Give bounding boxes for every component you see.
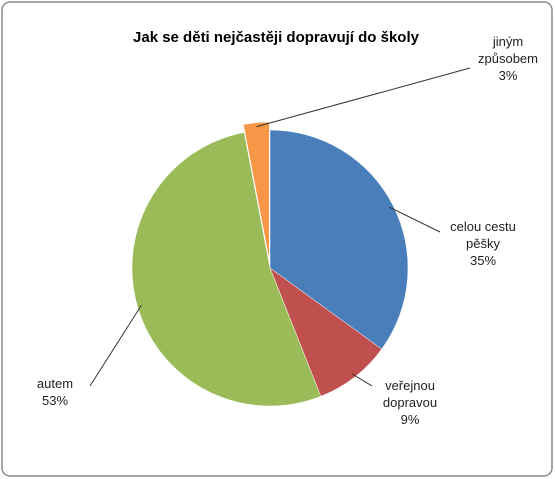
slice-value: 3% [498,68,518,83]
pie-slice [269,129,409,350]
leader-line [351,373,373,387]
data-label: autem 53% [30,375,80,409]
slice-value: 53% [41,393,69,408]
pie-slice [131,132,322,407]
leader-line [389,206,441,233]
leader-line [256,67,471,128]
pie-slice [243,121,270,261]
data-label: jiným způsobem 3% [468,33,548,84]
slice-name: veřejnou dopravou [382,378,438,410]
slice-value: 9% [400,412,420,427]
slice-name: jiným způsobem [478,34,538,66]
slice-name: autem [36,376,74,391]
chart-title: Jak se děti nejčastěji dopravují do škol… [133,29,420,46]
slice-value: 35% [469,253,497,268]
leader-line [89,305,142,387]
data-label: veřejnou dopravou 9% [370,377,450,428]
slice-name: celou cestu pěšky [450,219,516,251]
data-label: celou cestu pěšky 35% [438,218,528,269]
